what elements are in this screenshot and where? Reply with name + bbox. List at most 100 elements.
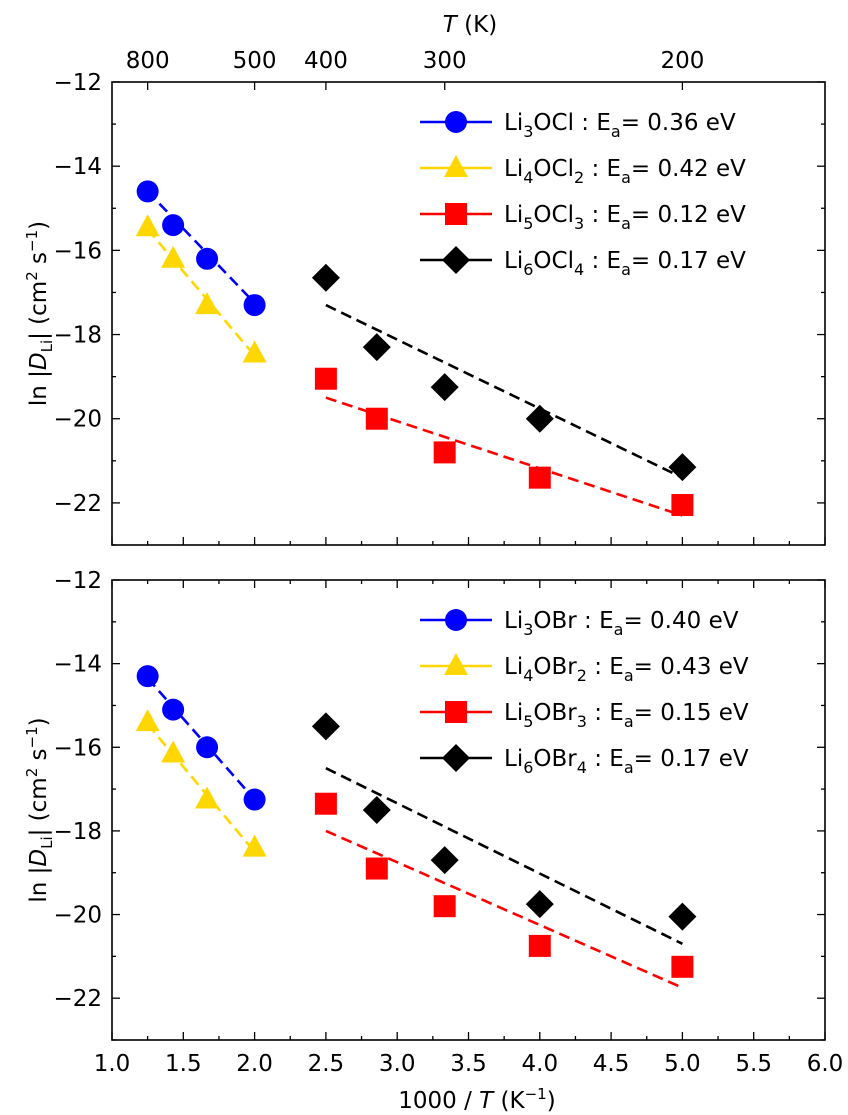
top-tick-label: 200 xyxy=(660,48,704,74)
legend-marker xyxy=(444,653,468,675)
top-tick-label: 800 xyxy=(126,48,170,74)
y-axis-title: ln |DLi| (cm2 s−1) xyxy=(23,221,56,406)
x-tick-label: 5.0 xyxy=(664,1051,701,1077)
legend-marker xyxy=(445,111,467,133)
data-point xyxy=(196,247,219,270)
legend-marker xyxy=(445,701,467,723)
y-tick-label: −18 xyxy=(53,819,102,845)
x-tick-label: 1.5 xyxy=(165,1051,202,1077)
data-point xyxy=(136,665,159,688)
top-tick-label: 300 xyxy=(423,48,467,74)
data-point xyxy=(668,902,697,931)
data-point xyxy=(668,453,697,482)
fit-line xyxy=(325,829,683,989)
data-point xyxy=(136,180,159,203)
data-point xyxy=(525,404,554,433)
legend-entry: Li6OCl4 : Ea= 0.17 eV xyxy=(420,246,746,279)
data-point xyxy=(243,788,266,811)
data-point xyxy=(314,792,337,815)
data-point xyxy=(135,214,160,237)
legend-label: Li3OBr : Ea= 0.40 eV xyxy=(504,608,739,639)
data-point xyxy=(311,712,340,741)
data-point xyxy=(135,709,160,732)
x-tick-label: 1.0 xyxy=(94,1051,131,1077)
y-tick-label: −18 xyxy=(53,323,102,349)
data-point xyxy=(311,263,340,292)
legend-label: Li3OCl : Ea= 0.36 eV xyxy=(504,110,736,141)
legend-marker xyxy=(442,246,470,274)
data-point xyxy=(528,466,551,489)
fit-line xyxy=(146,228,256,357)
y-tick-label: −22 xyxy=(53,491,102,517)
data-point xyxy=(365,407,388,430)
data-point xyxy=(433,441,456,464)
legend-label: Li4OCl2 : Ea= 0.42 eV xyxy=(504,156,746,187)
legend-entry: Li4OBr2 : Ea= 0.43 eV xyxy=(420,653,749,685)
data-point xyxy=(671,494,694,517)
legend-label: Li6OCl4 : Ea= 0.17 eV xyxy=(504,248,746,279)
data-point xyxy=(314,367,337,390)
x-tick-label: 4.5 xyxy=(593,1051,630,1077)
data-point xyxy=(433,895,456,918)
y-axis-title: ln |DLi| (cm2 s−1) xyxy=(23,717,56,902)
fit-line xyxy=(325,767,683,945)
fit-line xyxy=(146,723,256,853)
y-tick-label: −20 xyxy=(53,903,102,929)
legend-entry: Li6OBr4 : Ea= 0.17 eV xyxy=(420,744,749,777)
y-tick-label: −12 xyxy=(53,70,102,96)
x-tick-label: 2.5 xyxy=(308,1051,345,1077)
data-point xyxy=(671,955,694,978)
data-point xyxy=(195,786,220,809)
data-point xyxy=(243,294,266,317)
top-tick-label: 500 xyxy=(233,48,277,74)
top-axis-title: T (K) xyxy=(443,12,497,38)
y-tick-label: −20 xyxy=(53,407,102,433)
data-point xyxy=(528,934,551,957)
legend-marker xyxy=(444,155,468,177)
y-tick-label: −22 xyxy=(53,986,102,1012)
data-point xyxy=(362,333,391,362)
x-tick-label: 6.0 xyxy=(807,1051,844,1077)
x-tick-label: 3.5 xyxy=(450,1051,487,1077)
legend-label: Li5OBr3 : Ea= 0.15 eV xyxy=(504,700,749,731)
data-point xyxy=(161,245,186,268)
fit-line xyxy=(146,677,256,801)
x-tick-label: 4.0 xyxy=(522,1051,559,1077)
legend-marker xyxy=(445,609,467,631)
data-point xyxy=(242,340,267,363)
legend-entry: Li3OCl : Ea= 0.36 eV xyxy=(420,110,736,141)
y-tick-label: −16 xyxy=(53,238,102,264)
data-point xyxy=(525,890,554,919)
x-tick-label: 2.0 xyxy=(236,1051,273,1077)
data-point xyxy=(162,698,185,721)
panel-top: −12 −14 −16 −18 −20 −22 800 500 400 300 200 ln |DLi… xyxy=(23,48,826,546)
y-tick-label: −16 xyxy=(53,735,102,761)
legend-marker xyxy=(442,744,470,772)
data-point xyxy=(161,740,186,763)
data-point xyxy=(430,846,459,875)
data-point xyxy=(195,292,220,315)
legend-entry: Li3OBr : Ea= 0.40 eV xyxy=(420,608,739,639)
legend-label: Li6OBr4 : Ea= 0.17 eV xyxy=(504,746,749,777)
legend-label: Li4OBr2 : Ea= 0.43 eV xyxy=(504,654,749,685)
fit-line xyxy=(325,396,683,517)
fit-line xyxy=(146,190,256,304)
data-point xyxy=(362,796,391,824)
y-tick-label: −14 xyxy=(53,652,102,678)
panel-bottom: −12 −14 −16 −18 −20 −22 1.0 1.5 2.0 2.5 3.0 3.5 4.0 4… xyxy=(23,568,843,1077)
x-axis-title: 1000 / T (K−1) xyxy=(398,1085,555,1114)
top-tick-label: 400 xyxy=(304,48,348,74)
x-tick-label: 3.0 xyxy=(379,1051,416,1077)
fit-line xyxy=(325,303,683,479)
data-point xyxy=(365,857,388,880)
legend-entry: Li5OCl3 : Ea= 0.12 eV xyxy=(420,202,746,233)
legend-label: Li5OCl3 : Ea= 0.12 eV xyxy=(504,202,746,233)
y-tick-label: −14 xyxy=(53,154,102,180)
data-point xyxy=(430,373,459,402)
data-point xyxy=(196,736,219,759)
data-point xyxy=(242,834,267,857)
legend-entry: Li4OCl2 : Ea= 0.42 eV xyxy=(420,155,746,187)
legend-entry: Li5OBr3 : Ea= 0.15 eV xyxy=(420,700,749,731)
y-tick-label: −12 xyxy=(53,568,102,594)
